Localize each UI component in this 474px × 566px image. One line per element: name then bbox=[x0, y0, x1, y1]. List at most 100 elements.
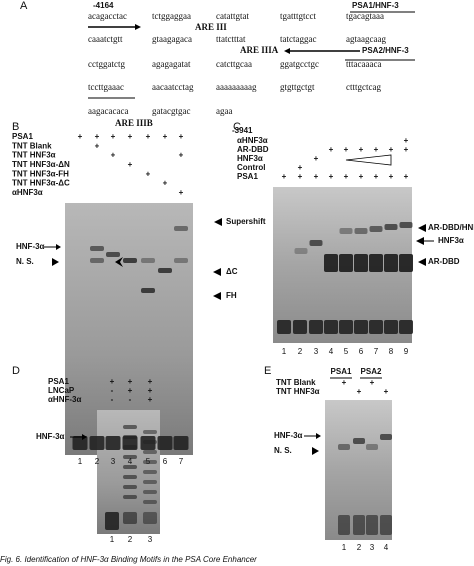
row-label: LNCaP bbox=[48, 386, 75, 395]
band bbox=[105, 512, 119, 530]
lane-number: 2 bbox=[95, 457, 100, 466]
sign: + bbox=[95, 132, 100, 141]
band bbox=[339, 320, 353, 334]
sign: + bbox=[329, 145, 334, 154]
sign: + bbox=[128, 132, 133, 141]
row-label: TNT HNF3α bbox=[276, 387, 320, 396]
band bbox=[157, 436, 173, 450]
row-label: AR-DBD bbox=[237, 145, 269, 154]
arrow-head bbox=[135, 24, 141, 30]
sign: + bbox=[342, 378, 347, 387]
band bbox=[309, 320, 323, 334]
site-label: PSA2/HNF-3 bbox=[362, 46, 409, 55]
band bbox=[324, 320, 338, 334]
row-label: PSA1 bbox=[48, 377, 69, 386]
band bbox=[277, 320, 291, 334]
band bbox=[106, 252, 120, 257]
band bbox=[384, 320, 398, 334]
annotation: AR-DBD bbox=[428, 257, 460, 266]
sign: + bbox=[179, 132, 184, 141]
sequence: agaa bbox=[216, 106, 232, 116]
band bbox=[324, 254, 338, 272]
row-label: TNT Blank bbox=[12, 141, 52, 150]
position: -3941 bbox=[232, 126, 253, 135]
sequence: gatacgtgac bbox=[152, 106, 190, 116]
arrow-head bbox=[284, 48, 290, 54]
row-label: TNT HNF3α-ΔN bbox=[12, 160, 70, 169]
arrow-head bbox=[213, 292, 221, 300]
band bbox=[123, 455, 137, 459]
band bbox=[123, 512, 137, 524]
sequence: tgacagtaaa bbox=[346, 11, 384, 21]
panel-label: A bbox=[20, 0, 28, 12]
arrow-head bbox=[416, 237, 424, 245]
band bbox=[399, 222, 413, 228]
sequence: caaatctgtt bbox=[88, 34, 123, 44]
sign: + bbox=[298, 163, 303, 172]
band bbox=[123, 475, 137, 479]
band bbox=[384, 224, 398, 230]
lane-number: 1 bbox=[282, 347, 287, 356]
lane-number: 5 bbox=[344, 347, 349, 356]
sign: + bbox=[179, 151, 184, 160]
sequence: catattgtat bbox=[216, 11, 249, 21]
band bbox=[143, 460, 157, 464]
sequence: ttatctttat bbox=[216, 34, 246, 44]
band bbox=[338, 444, 350, 450]
row-label: TNT HNF3α-ΔC bbox=[12, 179, 70, 188]
band bbox=[339, 254, 353, 272]
sign: + bbox=[404, 145, 409, 154]
sign: + bbox=[384, 387, 389, 396]
sign: + bbox=[344, 145, 349, 154]
arrow-head bbox=[82, 434, 87, 440]
lane-number: 3 bbox=[314, 347, 319, 356]
row-label: αHNF-3α bbox=[48, 395, 81, 404]
band bbox=[143, 440, 157, 444]
sequence: tatctaggac bbox=[280, 34, 316, 44]
band bbox=[380, 434, 392, 440]
sign: + bbox=[374, 172, 379, 181]
sign: + bbox=[404, 136, 409, 145]
band bbox=[123, 435, 137, 439]
arrow-head bbox=[115, 257, 123, 267]
sign: + bbox=[111, 151, 116, 160]
band bbox=[123, 258, 137, 263]
lane-number: 2 bbox=[298, 347, 303, 356]
sequence: aagacacaca bbox=[88, 106, 128, 116]
lane-number: 4 bbox=[329, 347, 334, 356]
site-label: ARE III bbox=[195, 22, 227, 32]
sequence: tctggaggaa bbox=[152, 11, 191, 21]
row-label: αHNF3α bbox=[12, 188, 43, 197]
band bbox=[399, 320, 413, 334]
band bbox=[174, 258, 188, 263]
arrow-head bbox=[213, 268, 221, 276]
arrow-head bbox=[312, 447, 319, 455]
sequence: ctttgctcag bbox=[346, 82, 381, 92]
lane-number: 7 bbox=[179, 457, 184, 466]
probe-label: PSA2 bbox=[361, 367, 382, 376]
band bbox=[143, 450, 157, 454]
band bbox=[105, 436, 121, 450]
sequence: aacaatcctag bbox=[152, 82, 194, 92]
sequence: gtaagagaca bbox=[152, 34, 192, 44]
lane-number: 3 bbox=[111, 457, 116, 466]
sign: + bbox=[344, 172, 349, 181]
sequence: acagacctac bbox=[88, 11, 127, 21]
band bbox=[353, 438, 365, 444]
row-label: PSA1 bbox=[237, 172, 258, 181]
sign: + bbox=[148, 377, 153, 386]
lane-number: 2 bbox=[357, 543, 362, 552]
band bbox=[141, 288, 155, 293]
sign: - bbox=[111, 395, 114, 404]
band bbox=[89, 436, 105, 450]
sign: + bbox=[357, 387, 362, 396]
band bbox=[369, 226, 383, 232]
band bbox=[123, 485, 137, 489]
band bbox=[384, 254, 398, 272]
band bbox=[309, 240, 323, 246]
annotation: ΔC bbox=[226, 267, 238, 276]
band bbox=[338, 515, 350, 535]
sign: + bbox=[163, 132, 168, 141]
sign: + bbox=[78, 132, 83, 141]
band bbox=[353, 515, 365, 535]
